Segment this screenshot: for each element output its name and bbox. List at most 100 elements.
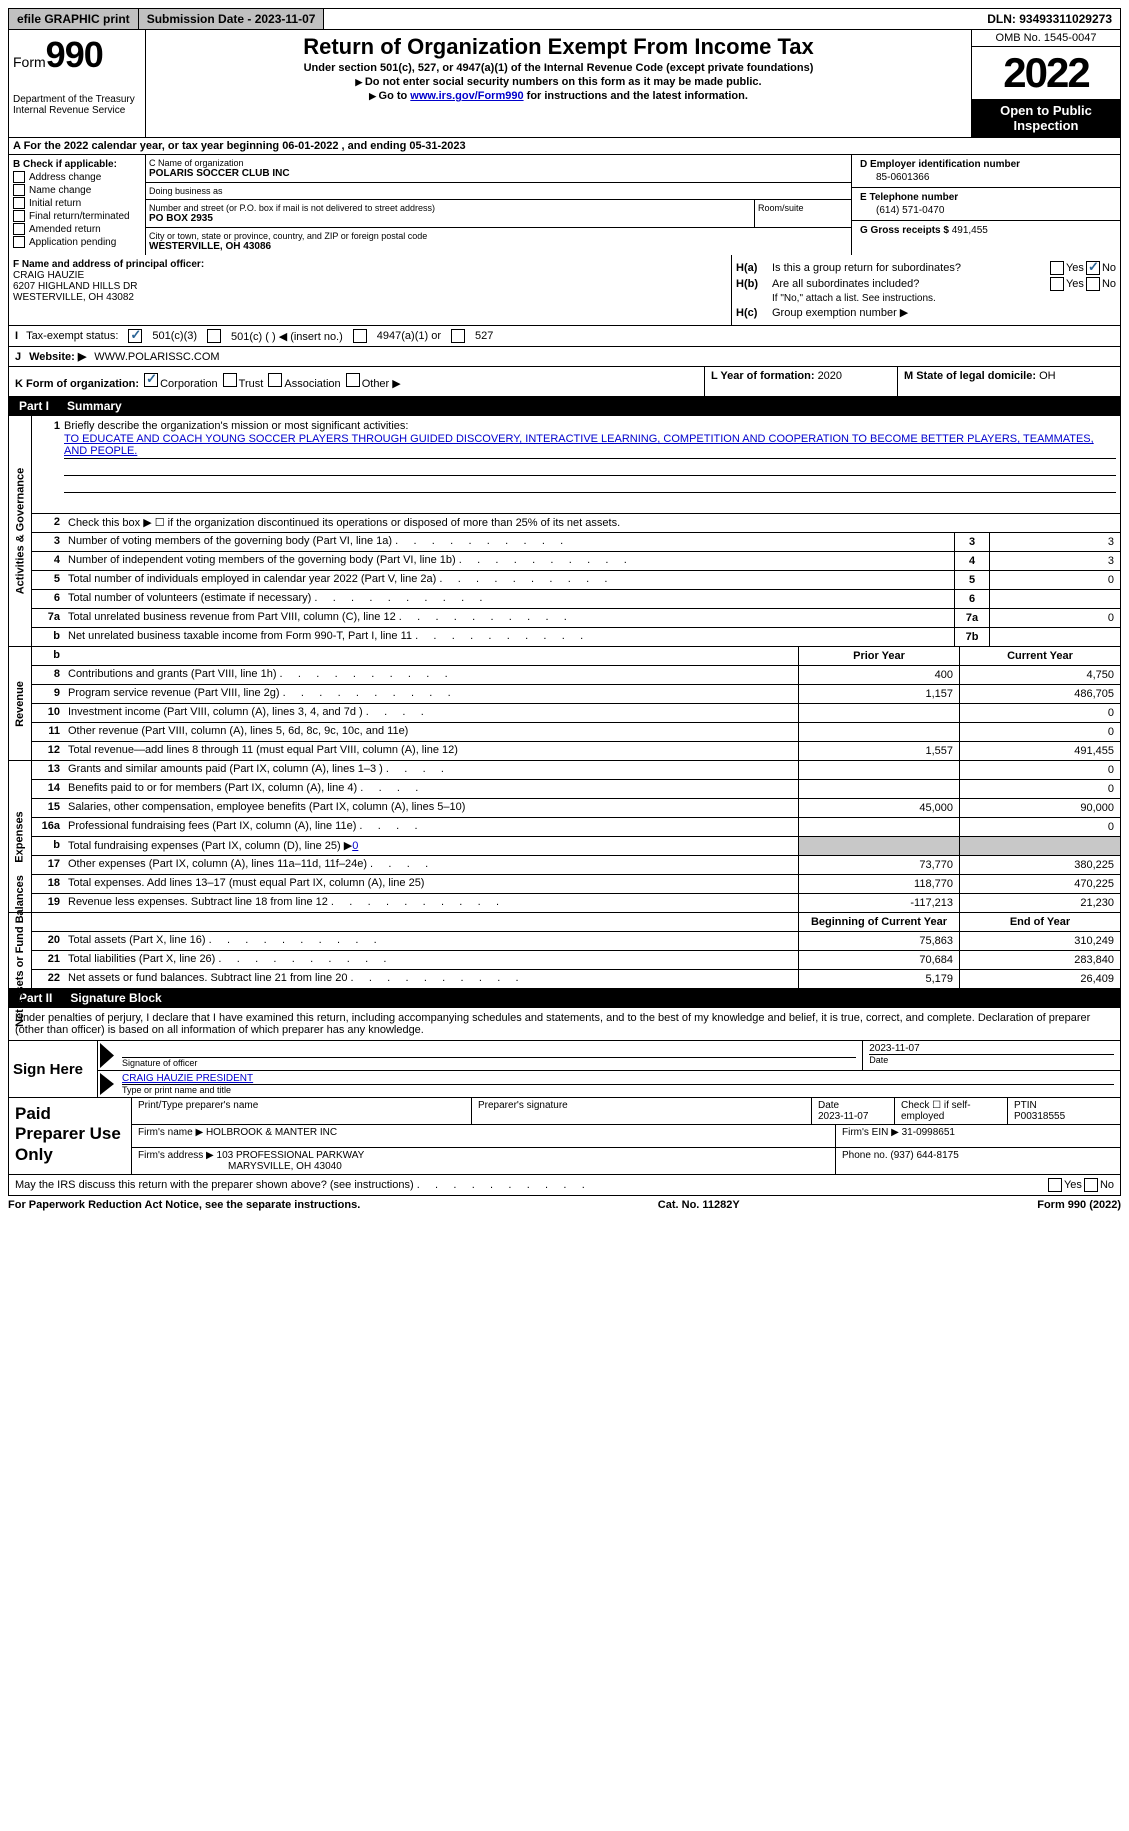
na21-prior: 70,684 [798,951,959,969]
line3-numcol: 3 [954,533,989,551]
part1-num: Part I [9,397,59,415]
cb-501c[interactable] [207,329,221,343]
line3-value: 3 [989,533,1120,551]
paid-preparer-label: Paid Preparer Use Only [9,1098,132,1174]
submission-date-button[interactable]: Submission Date - 2023-11-07 [139,9,325,29]
tax-status-label: Tax-exempt status: [26,330,118,342]
rev8-prior: 400 [798,666,959,684]
sig-officer-label: Signature of officer [122,1057,856,1068]
na21-desc: Total liabilities (Part X, line 26) [64,951,798,969]
exp17-curr: 380,225 [959,856,1120,874]
exp19-desc: Revenue less expenses. Subtract line 18 … [64,894,798,912]
footer-right: Form 990 (2022) [1037,1199,1121,1211]
tax-year: 2022 [972,47,1120,99]
firm-addr-label: Firm's address ▶ [138,1150,217,1161]
rev11-curr: 0 [959,723,1120,741]
actgov-side-label: Activities & Governance [14,468,26,595]
cb-corp[interactable] [144,373,158,387]
lab-trust: Trust [239,378,264,390]
expenses-side-label: Expenses [14,811,26,862]
cb-amended[interactable] [13,223,25,235]
rev11-prior [798,723,959,741]
current-year-hdr: Current Year [959,647,1120,665]
hc-text: Group exemption number ▶ [772,306,908,319]
dept-treasury: Department of the Treasury Internal Reve… [13,94,141,116]
sig-date-label: Date [869,1054,1114,1065]
cb-initial-return[interactable] [13,197,25,209]
discuss-yes[interactable] [1048,1178,1062,1192]
activities-governance-section: Activities & Governance 1Briefly describ… [8,416,1121,647]
discuss-text: May the IRS discuss this return with the… [15,1179,1046,1191]
firm-name-label: Firm's name ▶ [138,1127,206,1138]
lab-final-return: Final return/terminated [29,211,130,222]
na22-curr: 26,409 [959,970,1120,988]
exp19-curr: 21,230 [959,894,1120,912]
rev12-curr: 491,455 [959,742,1120,760]
ha-no[interactable] [1086,261,1100,275]
cb-527[interactable] [451,329,465,343]
cb-address-change[interactable] [13,171,25,183]
lineb-desc: Net unrelated business taxable income fr… [64,628,954,646]
revenue-side-label: Revenue [14,681,26,727]
col-b-title: B Check if applicable: [13,159,141,170]
officer-label: F Name and address of principal officer: [13,259,727,270]
sig-date: 2023-11-07 [869,1043,1114,1054]
cb-app-pending[interactable] [13,236,25,248]
lab-amended: Amended return [29,224,101,235]
prep-name-hdr: Print/Type preparer's name [138,1100,465,1111]
ha-yes[interactable] [1050,261,1064,275]
city-value: WESTERVILLE, OH 43086 [149,241,848,252]
omb-number: OMB No. 1545-0047 [972,30,1120,47]
line3-desc: Number of voting members of the governin… [64,533,954,551]
cb-501c3[interactable] [128,329,142,343]
cb-name-change[interactable] [13,184,25,196]
lab-initial-return: Initial return [29,198,81,209]
discuss-no[interactable] [1084,1178,1098,1192]
form-subtitle: Under section 501(c), 527, or 4947(a)(1)… [150,62,967,74]
rev12-desc: Total revenue—add lines 8 through 11 (mu… [64,742,798,760]
line6-value [989,590,1120,608]
exp18-desc: Total expenses. Add lines 13–17 (must eq… [64,875,798,893]
footer-mid: Cat. No. 11282Y [658,1199,740,1211]
exp13-curr: 0 [959,761,1120,779]
ein-label: D Employer identification number [860,159,1112,170]
exp13-desc: Grants and similar amounts paid (Part IX… [64,761,798,779]
open-public-badge: Open to Public Inspection [972,99,1120,137]
exp16a-curr: 0 [959,818,1120,836]
l-label: L Year of formation: [711,370,818,382]
line4-value: 3 [989,552,1120,570]
sig-name: CRAIG HAUZIE PRESIDENT [122,1073,1114,1084]
officer-name: CRAIG HAUZIE [13,270,727,281]
hb-no[interactable] [1086,277,1100,291]
sig-arrow-icon-2 [100,1073,114,1095]
rev9-curr: 486,705 [959,685,1120,703]
ptin-hdr: PTIN [1014,1100,1037,1111]
netassets-section: Net Assets or Fund Balances Beginning of… [8,913,1121,989]
lab-501c: 501(c) ( ) ◀ (insert no.) [231,330,343,343]
row-i-tax-status: I Tax-exempt status: 501(c)(3) 501(c) ( … [8,326,1121,347]
row-a-period: A For the 2022 calendar year, or tax yea… [8,138,1121,155]
sign-here-block: Sign Here Signature of officer 2023-11-0… [8,1041,1121,1098]
cb-assoc[interactable] [268,373,282,387]
sign-here-label: Sign Here [9,1041,98,1097]
hb-yes[interactable] [1050,277,1064,291]
cb-final-return[interactable] [13,210,25,222]
exp15-desc: Salaries, other compensation, employee b… [64,799,798,817]
cb-trust[interactable] [223,373,237,387]
cb-4947[interactable] [353,329,367,343]
org-name: POLARIS SOCCER CLUB INC [149,168,848,179]
section-fhi: F Name and address of principal officer:… [8,255,1121,326]
exp14-prior [798,780,959,798]
phone-label: E Telephone number [860,192,1112,203]
line5-numcol: 5 [954,571,989,589]
irs-link[interactable]: www.irs.gov/Form990 [410,90,523,102]
rev11-desc: Other revenue (Part VIII, column (A), li… [64,723,798,741]
rev10-desc: Investment income (Part VIII, column (A)… [64,704,798,722]
signature-declaration: Under penalties of perjury, I declare th… [8,1008,1121,1041]
na20-curr: 310,249 [959,932,1120,950]
cb-other[interactable] [346,373,360,387]
efile-print-button[interactable]: efile GRAPHIC print [9,9,139,29]
lab-corp: Corporation [160,378,217,390]
revenue-section: Revenue b Prior Year Current Year 8Contr… [8,647,1121,761]
rev8-curr: 4,750 [959,666,1120,684]
